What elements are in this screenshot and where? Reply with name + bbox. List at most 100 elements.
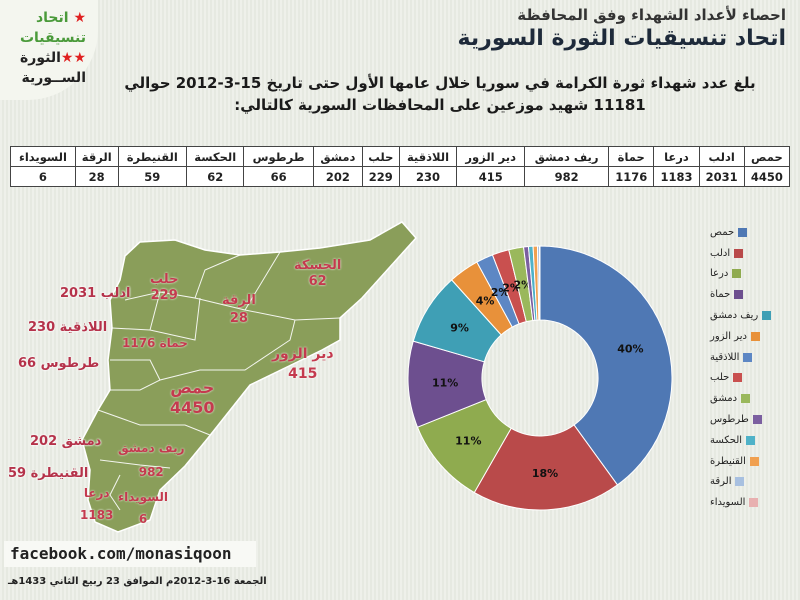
table-value-cell: 230 — [398, 166, 458, 187]
slice-data-label: 18% — [532, 467, 558, 480]
logo-line-1: اتحاد — [35, 10, 69, 26]
legend-swatch — [749, 456, 759, 466]
star-icon: ★ — [73, 10, 86, 26]
legend-swatch — [750, 331, 760, 341]
table-value-cell: 59 — [117, 166, 188, 187]
logo: ★ اتحاد تنسيقيات ★★الثورة الســورية — [0, 0, 98, 100]
border-line — [111, 297, 201, 341]
pie-slice — [539, 245, 673, 486]
legend-item: طرطوس — [710, 409, 790, 430]
table-value-cell: 66 — [243, 166, 314, 187]
map-label-quneitra: القنيطرة 59 — [8, 466, 89, 481]
border-line — [110, 319, 296, 381]
legend-label: حلب — [710, 372, 730, 384]
map-label-rif-dimashq: ريف دمشق 982 — [118, 441, 185, 479]
legend-item: درعا — [710, 264, 790, 285]
map-label-tartus: طرطوس 66 — [18, 356, 100, 371]
intro-line-2: 11181 شهيد موزعين على المحافظات السورية … — [234, 96, 646, 114]
pie-slice — [473, 424, 619, 511]
slice-data-label: 9% — [450, 322, 469, 335]
table-value-cell: 1183 — [653, 166, 700, 187]
table-header-cell: الحكسة — [186, 146, 245, 167]
map-label-hasakah: الحسكة 62 — [294, 258, 342, 289]
table-header-cell: حلب — [361, 146, 400, 167]
border-line — [149, 291, 161, 331]
legend-swatch — [743, 352, 753, 362]
slice-data-label: 4% — [476, 294, 495, 307]
table-value-cell: 982 — [524, 166, 610, 187]
legend-item: الحكسة — [710, 430, 790, 451]
map-label-damascus: دمشق 202 — [30, 434, 102, 449]
legend-label: دير الزور — [710, 330, 747, 342]
legend-swatch — [734, 290, 744, 300]
legend-swatch — [732, 269, 742, 279]
map-label-daraa: درعا 1183 — [80, 486, 114, 522]
table-value-cell: 6 — [10, 166, 76, 187]
table-value-cell: 202 — [312, 166, 363, 187]
table-value-cell: 415 — [456, 166, 526, 187]
table-header-cell: حمص — [743, 146, 791, 167]
table-value-cell: 4450 — [743, 166, 791, 187]
legend-item: دير الزور — [710, 326, 790, 347]
legend-label: الحكسة — [710, 434, 743, 446]
border-line — [97, 409, 211, 436]
map-label-aleppo: حلب 229 — [150, 272, 179, 303]
donut-svg: 40%18%11%11%9%4%2%2%2% — [407, 245, 673, 511]
map-label-hama: حماة 1176 — [122, 336, 188, 350]
chart-legend: حمص ادلب درعا حماة ريف دمشق دير الزور اللاذقية… — [710, 222, 790, 513]
legend-swatch — [746, 435, 756, 445]
legend-item: الرقة — [710, 472, 790, 493]
table-header-cell: دمشق — [312, 146, 363, 167]
slice-data-label: 2% — [491, 286, 510, 299]
table-value-cell: 28 — [74, 166, 119, 187]
table-value-cell: 1176 — [608, 166, 655, 187]
legend-swatch — [752, 415, 762, 425]
intro-text: بلغ عدد شهداء ثورة الكرامة في سوريا خلال… — [110, 72, 770, 116]
legend-item: ريف دمشق — [710, 305, 790, 326]
table-value-cell: 62 — [186, 166, 245, 187]
legend-swatch — [733, 373, 743, 383]
syria-map: حلب 229 الحسكة 62 ادلب 2031 الرقة 28 اللاذق… — [0, 210, 420, 540]
legend-swatch — [734, 248, 744, 258]
table-header-cell: القنيطرة — [117, 146, 188, 167]
legend-label: درعا — [710, 268, 729, 280]
star-icon: ★ — [60, 50, 74, 66]
table-header-cell: دير الزور — [456, 146, 526, 167]
map-label-idlib: ادلب 2031 — [60, 286, 131, 301]
stats-table: حمص ادلب درعا حماة ريف دمشق دير الزور اللاذقية… — [10, 146, 791, 187]
table-header-cell: طرطوس — [243, 146, 314, 167]
map-label-homs: حمص 4450 — [170, 378, 215, 417]
legend-swatch — [738, 227, 748, 237]
legend-label: حمص — [710, 226, 735, 238]
legend-item: اللاذقية — [710, 347, 790, 368]
logo-line-3: الثورة — [20, 50, 61, 66]
table-header-cell: الرقة — [74, 146, 119, 167]
legend-item: حماة — [710, 284, 790, 305]
table-header-cell: السويداء — [10, 146, 76, 167]
map-svg — [81, 221, 418, 533]
border-line — [109, 474, 121, 511]
legend-label: الرقة — [710, 476, 732, 488]
legend-label: ادلب — [710, 247, 731, 259]
page-title: اتحاد تنسيقيات الثورة السورية — [457, 26, 786, 51]
map-shape — [81, 221, 418, 533]
table-header-cell: ادلب — [698, 146, 745, 167]
slice-data-label: 11% — [432, 377, 458, 390]
border-line — [110, 379, 161, 391]
map-label-deir-ez-zor: دير الزور 415 — [272, 346, 334, 382]
table-value-cell: 2031 — [698, 166, 745, 187]
intro-line-1: بلغ عدد شهداء ثورة الكرامة في سوريا خلال… — [124, 74, 756, 92]
table-value-cell: 229 — [361, 166, 400, 187]
map-label-raqqa: الرقة 28 — [222, 293, 256, 326]
facebook-link[interactable]: facebook.com/monasiqoon — [4, 541, 256, 567]
legend-item: القنيطرة — [710, 451, 790, 472]
table-header-row: حمص ادلب درعا حماة ريف دمشق دير الزور اللاذقية… — [10, 146, 791, 167]
star-icon: ★ — [73, 50, 86, 66]
legend-label: القنيطرة — [710, 455, 746, 467]
page-subtitle: احصاء لأعداد الشهداء وفق المحافظة — [517, 6, 786, 24]
legend-swatch — [741, 394, 751, 404]
legend-item: حلب — [710, 368, 790, 389]
table-value-row: 4450 2031 1183 1176 982 415 230 229 202 66 62 59 28 6 — [10, 166, 791, 187]
legend-label: ريف دمشق — [710, 310, 759, 322]
header: احصاء لأعداد الشهداء وفق المحافظة اتحاد … — [126, 6, 786, 51]
